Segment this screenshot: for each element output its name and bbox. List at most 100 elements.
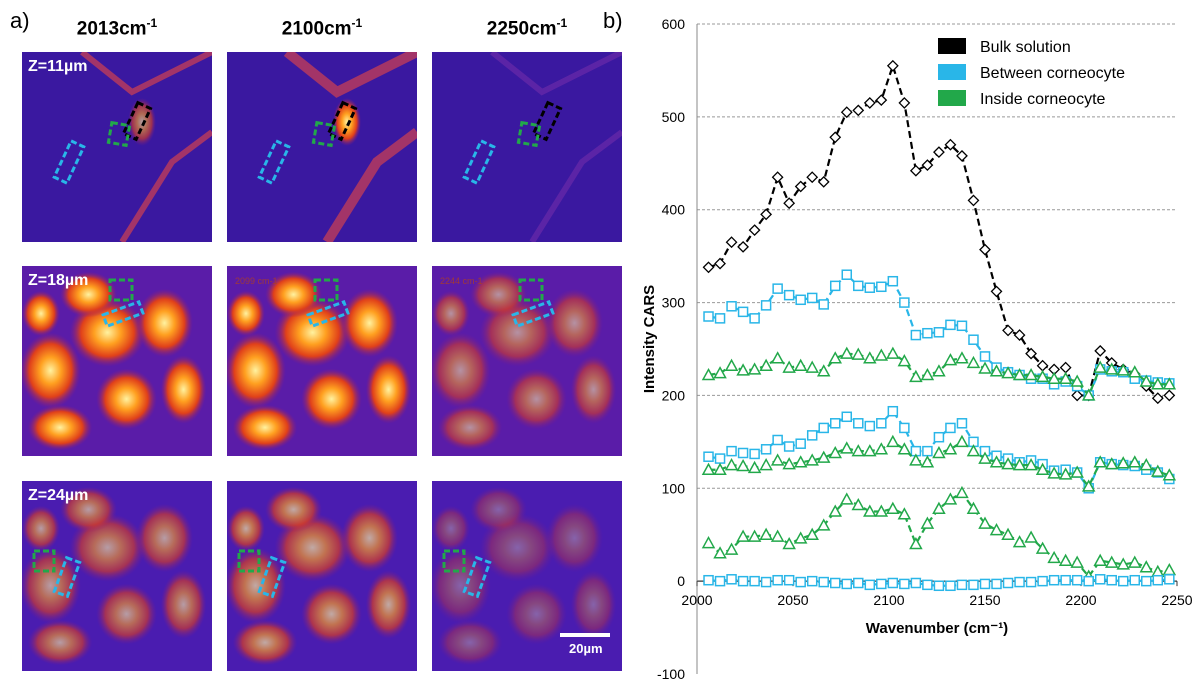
data-point [876, 281, 887, 293]
data-point [1127, 365, 1142, 378]
data-point [1025, 576, 1037, 588]
legend-swatch [938, 38, 966, 54]
data-point [839, 346, 854, 359]
column-header-0: 2013cm-1 [76, 16, 158, 40]
data-point [1035, 541, 1050, 554]
data-point [1094, 574, 1106, 585]
data-point [829, 577, 841, 589]
data-point [887, 577, 899, 589]
data-point [748, 224, 761, 237]
data-point [955, 485, 969, 499]
data-point [828, 504, 843, 517]
data-point [851, 497, 866, 511]
data-point [968, 579, 979, 591]
data-point [899, 297, 910, 308]
data-point [841, 578, 853, 590]
data-point [864, 420, 876, 432]
data-point [1001, 366, 1015, 379]
data-point [1106, 574, 1117, 586]
data-point [760, 300, 772, 311]
data-point [1093, 455, 1107, 468]
data-point [933, 431, 945, 443]
series-1 [703, 269, 1175, 401]
data-point [772, 283, 783, 294]
data-point [1151, 392, 1164, 405]
data-point [749, 575, 760, 587]
data-point [909, 453, 923, 466]
data-point [922, 327, 933, 339]
data-point [736, 458, 750, 472]
data-point [874, 504, 889, 517]
series-6 [703, 574, 1175, 592]
data-point [853, 577, 864, 589]
roi-between [52, 555, 82, 599]
data-point [816, 450, 831, 463]
roi-between [462, 555, 492, 599]
y-axis-label: Intensity CARS [641, 285, 658, 393]
y-tick-label: -100 [657, 666, 685, 682]
data-point [805, 360, 819, 373]
data-point [1127, 555, 1142, 568]
data-point [968, 334, 979, 345]
roi-between [101, 299, 145, 329]
data-point [828, 351, 843, 364]
data-point [876, 578, 887, 590]
data-point [828, 445, 843, 459]
data-point [1093, 553, 1107, 566]
data-point [772, 434, 783, 446]
data-point [932, 501, 946, 514]
data-point [1081, 388, 1096, 401]
data-point [713, 546, 727, 559]
data-point [1024, 530, 1038, 543]
data-point [747, 460, 762, 474]
tile-wavenumber-text: 2244 cm-1 [440, 276, 483, 286]
scale-bar [560, 633, 610, 637]
data-point [793, 531, 808, 544]
data-point [818, 422, 829, 434]
data-point [737, 447, 749, 459]
data-point [840, 106, 853, 119]
data-point [966, 444, 981, 457]
data-point [1035, 462, 1050, 475]
x-tick-label: 2150 [969, 592, 1000, 608]
data-point [897, 442, 912, 455]
data-point [922, 579, 933, 591]
data-point [806, 575, 818, 587]
roi-bulk [531, 100, 563, 142]
data-point [1083, 575, 1094, 587]
data-point [853, 418, 864, 429]
data-point [795, 438, 806, 449]
data-point [1162, 377, 1177, 390]
data-point [1116, 456, 1131, 469]
data-point [932, 445, 946, 459]
data-point [759, 527, 773, 540]
data-point [701, 367, 716, 381]
data-point [864, 579, 876, 591]
data-point [1047, 466, 1061, 479]
data-point [910, 329, 922, 341]
data-point [943, 353, 958, 366]
data-point [966, 355, 981, 369]
data-point [1002, 324, 1014, 337]
roi-inside [518, 278, 544, 302]
data-point [724, 358, 739, 371]
data-point [1162, 562, 1177, 576]
data-point [771, 171, 784, 184]
data-point [932, 364, 946, 377]
data-point [863, 504, 877, 517]
data-point [1036, 359, 1049, 372]
data-point [736, 529, 750, 542]
data-point [874, 348, 889, 361]
depth-label: Z=18µm [28, 272, 89, 289]
data-point [770, 529, 785, 542]
data-point [943, 442, 958, 455]
data-point [1129, 574, 1141, 586]
microscopy-image-r2-c1 [227, 481, 417, 671]
data-point [1059, 361, 1072, 374]
data-point [989, 523, 1004, 536]
roi-between [511, 299, 555, 329]
data-point [851, 444, 866, 457]
data-point [1070, 465, 1084, 478]
data-point [1001, 527, 1015, 540]
data-point [793, 455, 808, 468]
